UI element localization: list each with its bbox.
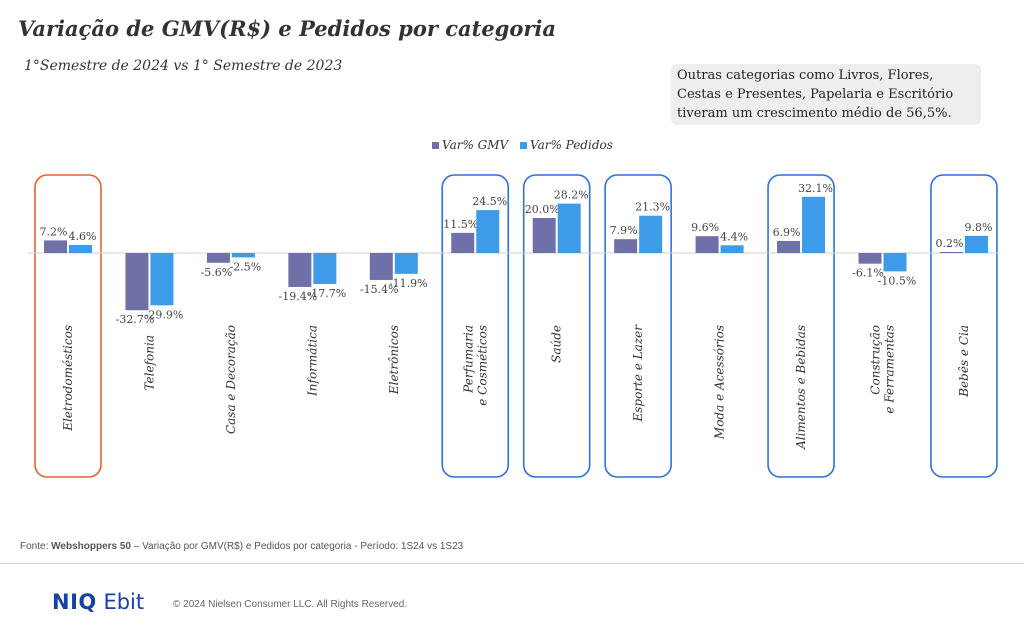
value-label-gmv-11: 0.2% <box>935 237 963 250</box>
value-label-gmv-9: 6.9% <box>773 226 801 239</box>
bar-pedidos-2 <box>231 253 255 258</box>
value-label-gmv-8: 9.6% <box>691 221 719 234</box>
bar-gmv-0 <box>44 240 67 253</box>
category-label-8: Moda e Acessórios <box>713 325 727 440</box>
bar-pedidos-4 <box>394 253 418 274</box>
legend-swatch-0 <box>432 142 439 149</box>
value-label-gmv-7: 7.9% <box>610 224 638 237</box>
chart-subtitle: 1°Semestre de 2024 vs 1° Semestre de 202… <box>24 58 343 74</box>
source-text: – Variação por GMV(R$) e Pedidos por cat… <box>130 541 464 552</box>
bar-pedidos-5 <box>476 210 500 253</box>
bar-gmv-6 <box>532 218 556 253</box>
logo-ebit: Ebit <box>103 590 145 614</box>
footer-divider <box>0 563 1024 564</box>
bar-gmv-1 <box>125 253 149 311</box>
value-label-pedidos-11: 9.8% <box>964 221 992 234</box>
bar-pedidos-7 <box>639 215 663 253</box>
category-label-2: Casa e Decoração <box>224 325 238 434</box>
category-label-11: Bebês e Cia <box>957 325 971 398</box>
category-label-3: Informática <box>305 325 319 397</box>
copyright: © 2024 Nielsen Consumer LLC. All Rights … <box>173 599 408 610</box>
legend-label-1: Var% Pedidos <box>530 138 613 152</box>
bar-pedidos-3 <box>313 253 337 284</box>
source-prefix: Fonte: <box>20 541 52 552</box>
legend-label-0: Var% GMV <box>442 138 510 152</box>
highlight-box-7 <box>604 174 672 478</box>
value-label-pedidos-3: -17.7% <box>308 287 347 300</box>
value-label-gmv-3: -19.4% <box>279 290 318 303</box>
value-label-pedidos-2: -2.5% <box>230 260 262 273</box>
bar-pedidos-1 <box>150 253 174 306</box>
value-label-gmv-1: -32.7% <box>116 313 155 326</box>
bar-pedidos-8 <box>720 245 744 253</box>
logo-niq: NIQ <box>52 590 97 614</box>
bar-gmv-4 <box>369 253 393 280</box>
value-label-pedidos-10: -10.5% <box>878 274 917 287</box>
value-label-gmv-6: 20.0% <box>525 203 560 216</box>
bar-chart: Var% GMV Var% Pedidos 7.2% 4.6% Eletrodomést… <box>28 138 1000 478</box>
source-name: Webshoppers 50 <box>51 541 131 552</box>
category-label-9: Alimentos e Bebidas <box>794 325 808 450</box>
highlight-box-5 <box>441 174 510 478</box>
bar-pedidos-9 <box>802 196 826 253</box>
niq-ebit-logo: NIQ Ebit <box>52 590 144 614</box>
bar-gmv-8 <box>695 236 719 253</box>
bar-gmv-10 <box>858 253 882 264</box>
highlight-box-11 <box>930 174 998 478</box>
value-label-pedidos-5: 24.5% <box>472 195 507 208</box>
category-label-5-1: e Cosméticos <box>475 325 489 406</box>
category-label-1: Telefonia <box>142 335 156 391</box>
bar-gmv-9 <box>777 240 801 253</box>
source-note: Fonte: Webshoppers 50 – Variação por GMV… <box>20 541 463 552</box>
highlight-box-0 <box>34 174 102 478</box>
bar-pedidos-0 <box>69 244 92 253</box>
value-label-gmv-2: -5.6% <box>201 266 233 279</box>
bar-pedidos-10 <box>883 253 907 272</box>
highlight-box-9 <box>767 174 835 478</box>
value-label-pedidos-0: 4.6% <box>69 230 97 243</box>
bar-gmv-3 <box>288 253 312 287</box>
category-label-6: Saúde <box>550 325 564 363</box>
value-label-pedidos-6: 28.2% <box>554 189 589 202</box>
value-label-pedidos-8: 4.4% <box>720 230 748 243</box>
category-label-4: Eletrônicos <box>387 325 401 395</box>
category-label-5-0: Perfumaria <box>461 325 475 394</box>
category-label-7: Esporte e Lazer <box>631 324 645 423</box>
bar-gmv-5 <box>451 232 475 253</box>
value-label-pedidos-4: -11.9% <box>389 277 428 290</box>
value-label-pedidos-7: 21.3% <box>635 201 670 214</box>
value-label-pedidos-1: -29.9% <box>145 308 184 321</box>
value-label-gmv-5: 11.5% <box>443 218 478 231</box>
bar-pedidos-6 <box>557 203 581 253</box>
legend-swatch-1 <box>520 142 527 149</box>
bar-pedidos-11 <box>964 235 988 253</box>
category-label-10-0: Construção <box>869 325 883 395</box>
chart-title: Variação de GMV(R$) e Pedidos por catego… <box>18 16 557 41</box>
value-label-gmv-4: -15.4% <box>360 283 399 296</box>
bar-gmv-7 <box>614 239 638 253</box>
value-label-gmv-0: 7.2% <box>40 225 68 238</box>
category-label-0: Eletrodomésticos <box>61 325 75 432</box>
value-label-pedidos-9: 32.1% <box>798 182 833 195</box>
note-box: Outras categorias como Livros, Flores, C… <box>671 64 981 125</box>
bar-gmv-2 <box>206 253 230 263</box>
value-label-gmv-10: -6.1% <box>852 267 884 280</box>
category-label-10-1: e Ferramentas <box>883 325 897 414</box>
bar-gmv-11 <box>939 252 963 253</box>
highlight-box-6 <box>522 174 591 478</box>
